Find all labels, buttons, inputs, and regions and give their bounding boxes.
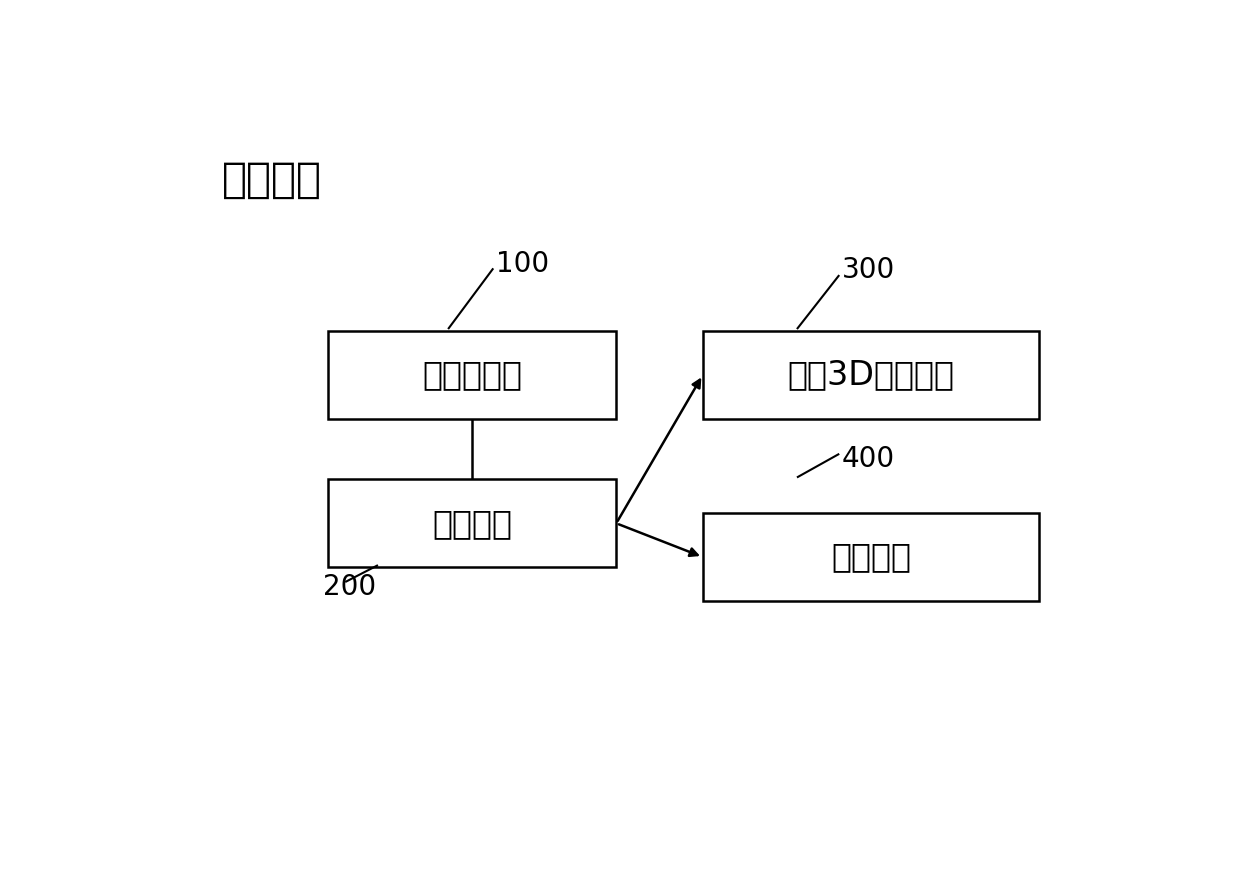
Text: 显示系统: 显示系统	[222, 159, 322, 201]
Text: 200: 200	[324, 574, 376, 602]
Text: 裸眼3D显示设备: 裸眼3D显示设备	[787, 358, 955, 392]
Bar	[327, 331, 616, 419]
Text: 300: 300	[842, 257, 895, 285]
Text: 处理装置: 处理装置	[432, 507, 512, 540]
Text: 400: 400	[842, 445, 895, 473]
Text: 100: 100	[496, 250, 549, 278]
Text: 投影屏幕: 投影屏幕	[831, 540, 911, 574]
Bar	[327, 479, 616, 567]
Bar	[703, 331, 1039, 419]
Text: 手术显微镜: 手术显微镜	[422, 358, 522, 392]
Bar	[703, 513, 1039, 601]
